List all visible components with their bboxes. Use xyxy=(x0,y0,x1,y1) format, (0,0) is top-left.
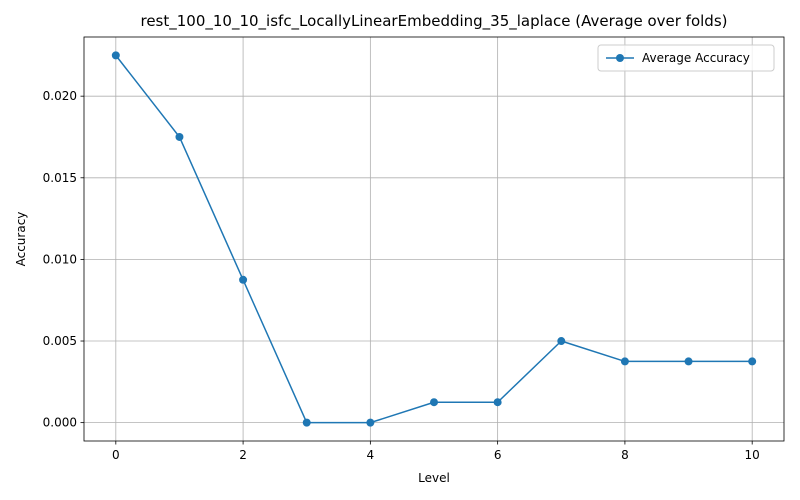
legend-box xyxy=(597,44,775,72)
x-tick-label: 6 xyxy=(494,448,502,462)
x-tick-label: 4 xyxy=(367,448,375,462)
data-point xyxy=(239,275,248,284)
data-point xyxy=(175,132,184,141)
data-point xyxy=(111,51,120,60)
y-axis-label: Accuracy xyxy=(14,212,28,267)
data-point xyxy=(748,357,757,366)
data-point xyxy=(430,398,438,407)
chart-title: rest_100_10_10_isfc_LocallyLinearEmbeddi… xyxy=(140,12,727,31)
legend-label: Average Accuracy xyxy=(642,51,750,65)
data-point xyxy=(557,337,566,346)
legend: Average Accuracy xyxy=(597,44,775,72)
grid xyxy=(84,37,784,441)
x-tick-label: 10 xyxy=(745,448,760,462)
x-tick-label: 0 xyxy=(112,448,120,462)
axis-ticks: 0 2 4 6 8 10 0.000 0.005 0.010 0.015 0.020 xyxy=(43,89,760,462)
data-point xyxy=(493,398,502,407)
x-axis-label: Level xyxy=(418,471,450,485)
data-point xyxy=(684,357,693,366)
plot-area-frame xyxy=(83,36,785,442)
data-point xyxy=(302,418,311,427)
y-tick-label: 0.015 xyxy=(43,171,77,185)
data-point xyxy=(366,418,375,427)
x-tick-label: 8 xyxy=(621,448,629,462)
data-point xyxy=(620,357,629,366)
y-tick-label: 0.020 xyxy=(43,89,77,103)
series-layer xyxy=(111,51,757,427)
y-tick-label: 0.010 xyxy=(43,252,77,266)
x-tick-label: 2 xyxy=(239,448,247,462)
y-tick-label: 0.000 xyxy=(43,416,77,430)
legend-marker-swatch xyxy=(616,54,624,62)
y-tick-label: 0.005 xyxy=(43,334,77,348)
series-line xyxy=(115,54,753,424)
